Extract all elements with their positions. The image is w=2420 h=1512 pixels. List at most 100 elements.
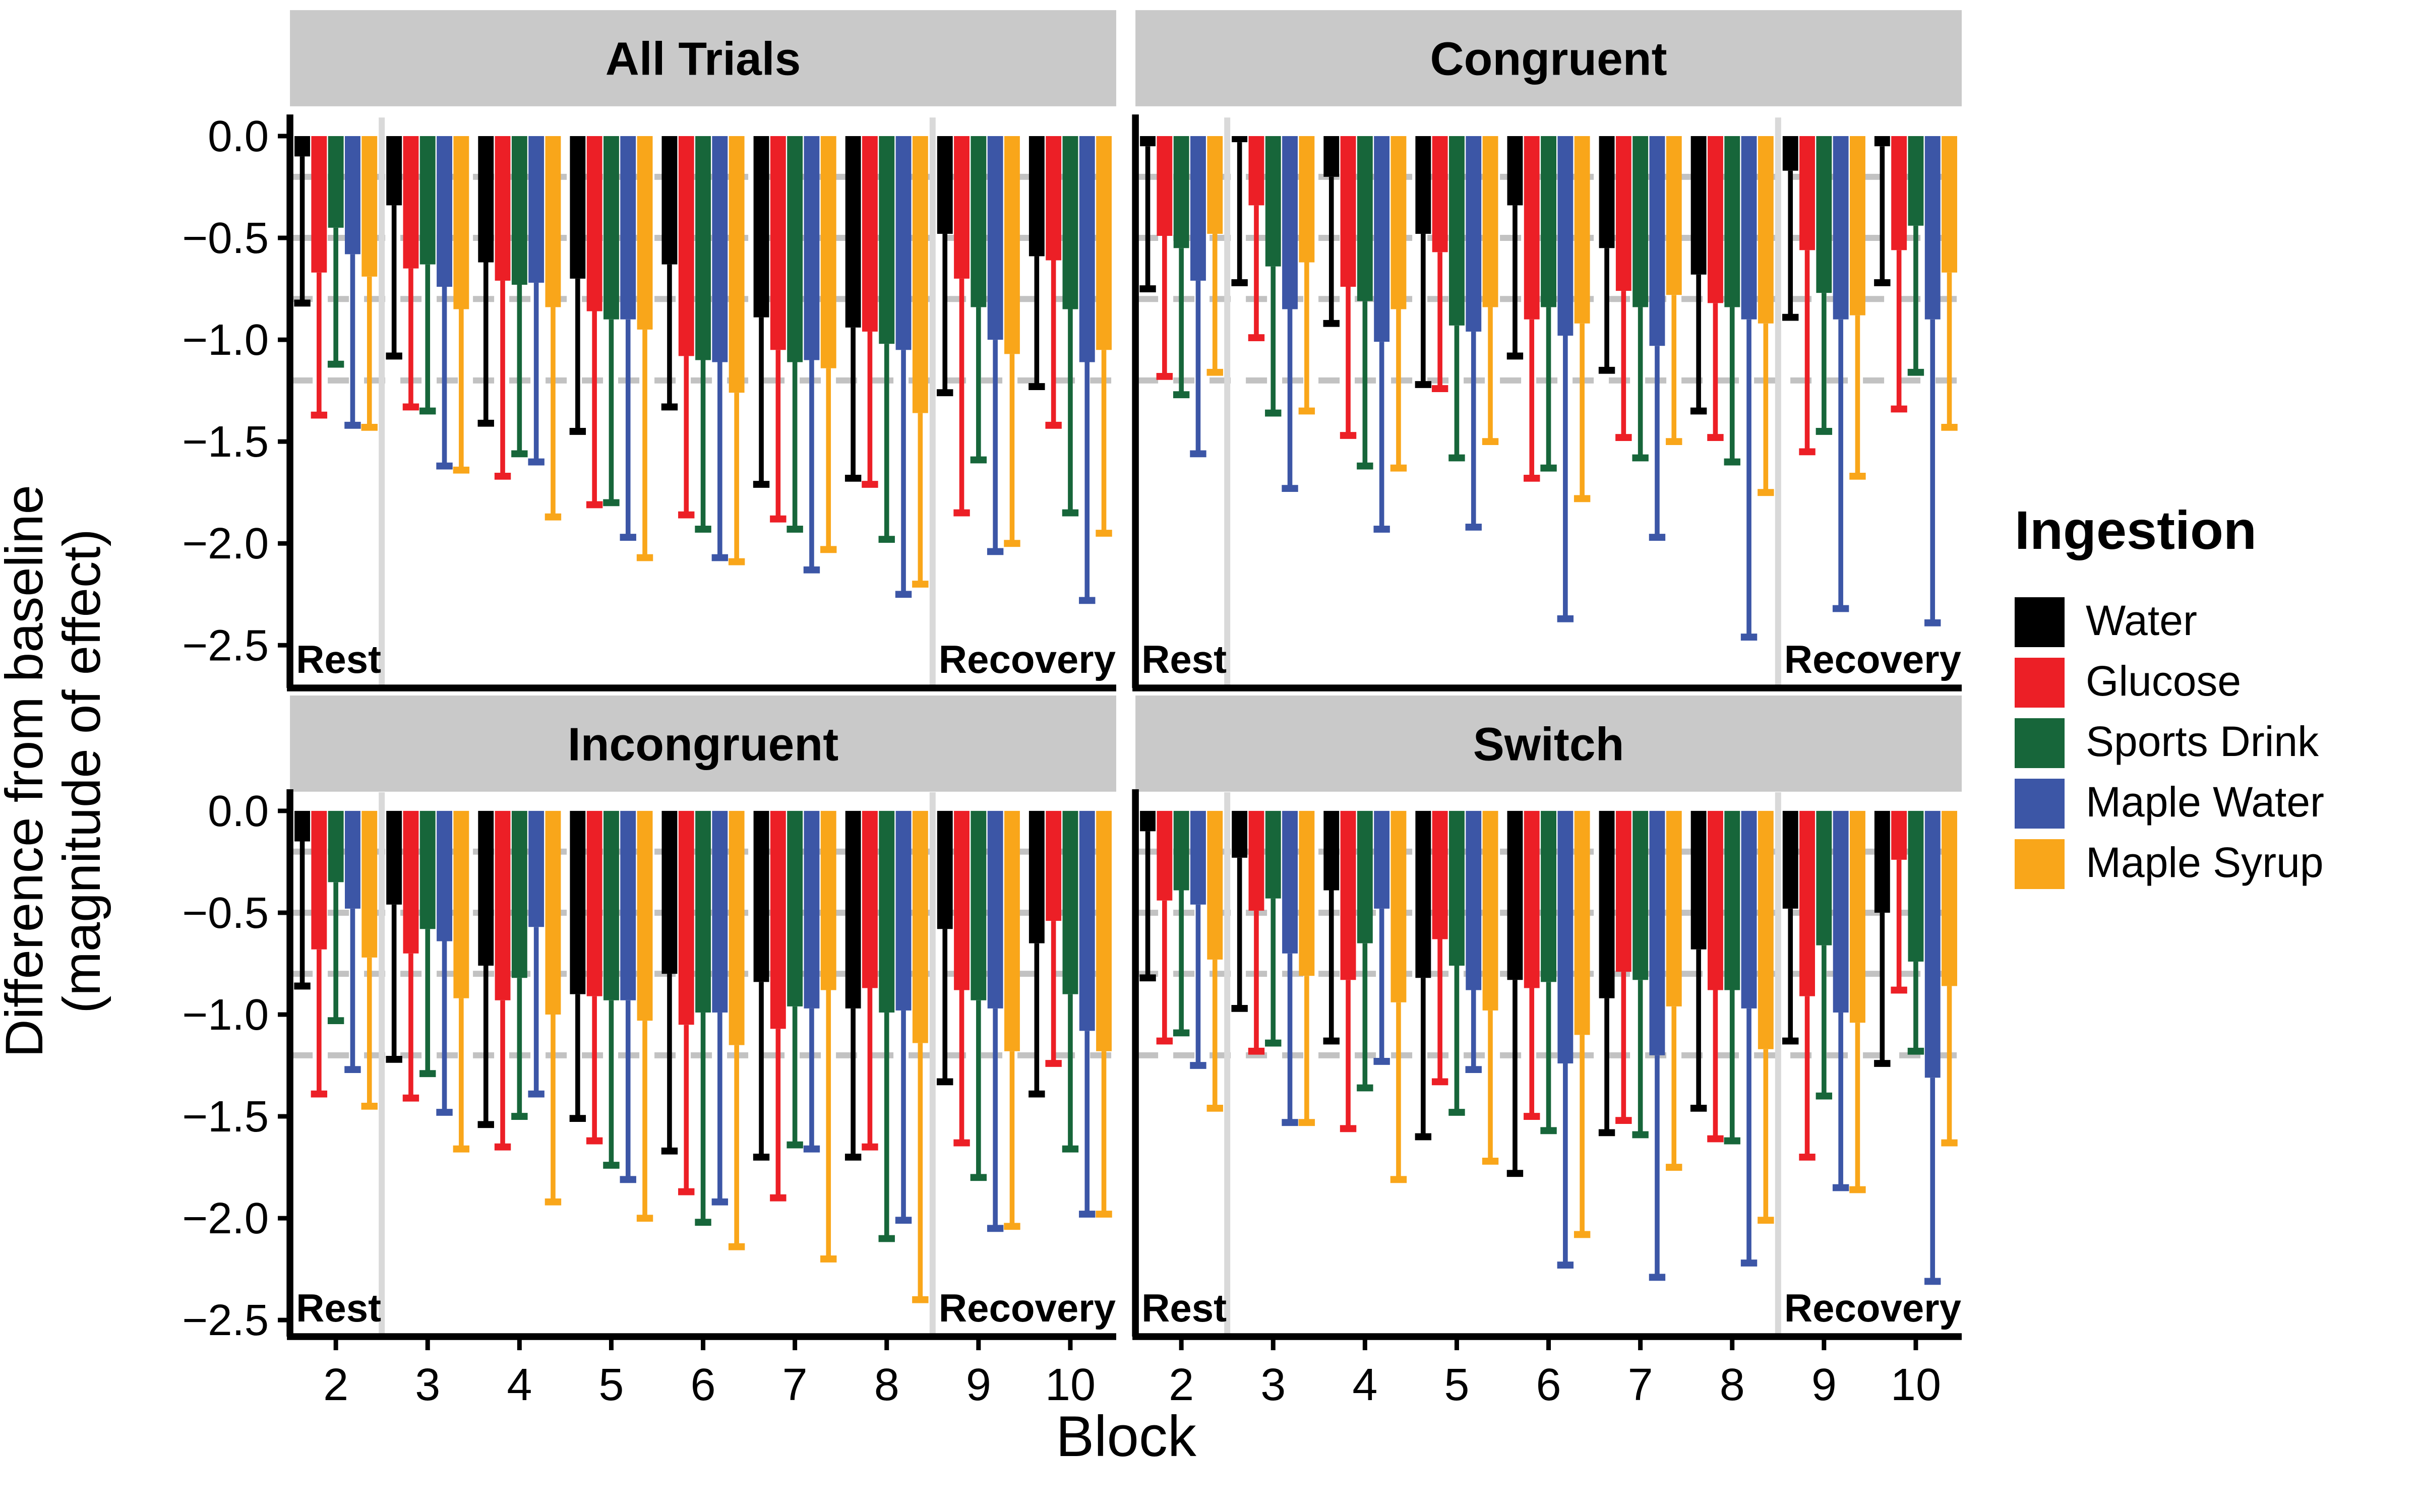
x-tick-label: 5 (1444, 1360, 1469, 1410)
bar-water-block5 (1415, 810, 1431, 978)
bar-glucose-block7 (770, 136, 786, 350)
bar-water-block9 (1782, 810, 1798, 909)
x-tick-label: 10 (1045, 1360, 1096, 1410)
bar-maple-water-block2 (345, 136, 360, 255)
bar-sports-drink-block9 (971, 810, 987, 1000)
bar-maple-syrup-block6 (729, 810, 745, 1045)
bar-water-block9 (937, 810, 953, 929)
bar-maple-syrup-block6 (1574, 810, 1590, 1035)
bar-maple-water-block3 (437, 810, 452, 941)
bar-maple-syrup-block5 (1482, 810, 1498, 1011)
recovery-annotation: Recovery (939, 1286, 1116, 1330)
x-tick-label: 3 (1260, 1360, 1286, 1410)
bar-maple-water-block2 (345, 810, 360, 909)
y-tick-label: −1.0 (182, 990, 269, 1039)
bar-maple-syrup-block3 (453, 136, 469, 309)
bar-maple-water-block3 (1282, 810, 1298, 954)
bar-sports-drink-block9 (1816, 810, 1832, 946)
bar-glucose-block6 (1524, 810, 1540, 988)
bar-water-block5 (570, 810, 586, 994)
legend-swatch-icon (2015, 838, 2065, 889)
legend-label: Maple Water (2086, 779, 2325, 826)
bar-maple-water-block2 (1190, 810, 1206, 905)
bar-water-block4 (1323, 136, 1340, 177)
bar-maple-syrup-block3 (453, 810, 469, 998)
bar-maple-water-block8 (895, 136, 912, 350)
bar-maple-water-block9 (987, 810, 1003, 1009)
bar-glucose-block9 (954, 136, 970, 279)
rest-annotation: Rest (296, 1286, 381, 1330)
panel-title-strip (1135, 10, 1962, 106)
bar-maple-syrup-block10 (1096, 136, 1112, 350)
bar-glucose-block4 (495, 136, 511, 281)
bar-maple-water-block4 (528, 136, 544, 283)
rest-annotation: Rest (1141, 637, 1227, 681)
bar-maple-syrup-block6 (1574, 136, 1590, 324)
bar-sports-drink-block5 (1449, 810, 1465, 966)
bar-water-block6 (661, 136, 678, 265)
bar-sports-drink-block7 (787, 136, 803, 362)
bar-glucose-block3 (403, 136, 419, 269)
y-tick-label: −0.5 (182, 214, 269, 263)
x-tick-label: 4 (507, 1360, 532, 1410)
bar-water-block8 (1690, 136, 1707, 275)
bar-maple-syrup-block7 (1666, 136, 1682, 295)
bar-water-block7 (753, 810, 769, 982)
bar-maple-water-block5 (620, 810, 636, 1000)
bar-sports-drink-block10 (1062, 810, 1078, 994)
bar-maple-syrup-block3 (1299, 810, 1315, 976)
bar-maple-syrup-block3 (1299, 136, 1315, 263)
bar-water-block6 (661, 810, 678, 974)
panel-title: Switch (1473, 718, 1624, 770)
bar-sports-drink-block4 (511, 810, 527, 978)
legend-item-sports-drink: Sports Drink (2015, 717, 2408, 768)
y-tick-label: −1.5 (182, 417, 269, 466)
bar-glucose-block3 (1248, 810, 1264, 911)
bar-glucose-block6 (1524, 136, 1540, 320)
bar-maple-water-block5 (620, 136, 636, 320)
bar-water-block10 (1028, 136, 1045, 257)
bar-sports-drink-block3 (1265, 136, 1281, 267)
bar-maple-syrup-block7 (820, 810, 836, 990)
bar-water-block6 (1507, 810, 1523, 980)
bar-sports-drink-block5 (603, 136, 619, 320)
x-tick-label: 4 (1352, 1360, 1377, 1410)
bar-maple-water-block2 (1190, 136, 1206, 281)
bar-sports-drink-block8 (879, 136, 895, 344)
legend-item-water: Water (2015, 596, 2408, 647)
bar-maple-syrup-block7 (1666, 810, 1682, 1006)
bar-water-block2 (294, 136, 310, 157)
bar-water-block6 (1507, 136, 1523, 206)
bar-water-block4 (1323, 810, 1340, 891)
bar-sports-drink-block6 (1541, 136, 1556, 307)
x-tick-label: 2 (323, 1360, 348, 1410)
bar-maple-water-block4 (528, 810, 544, 927)
legend-swatch-icon (2015, 717, 2065, 768)
bar-glucose-block7 (1615, 136, 1631, 291)
legend-label: Glucose (2086, 658, 2242, 705)
bar-glucose-block8 (1708, 136, 1723, 303)
bar-maple-syrup-block8 (1758, 810, 1774, 1049)
bar-sports-drink-block2 (328, 810, 344, 883)
legend-swatch-icon (2015, 778, 2065, 828)
bar-sports-drink-block3 (419, 810, 436, 929)
legend-item-maple-water: Maple Water (2015, 777, 2408, 829)
bar-glucose-block2 (311, 810, 327, 950)
panel-title: Congruent (1430, 33, 1667, 85)
bar-glucose-block2 (1157, 136, 1173, 236)
bar-sports-drink-block4 (1357, 136, 1373, 301)
legend-item-maple-syrup: Maple Syrup (2015, 838, 2408, 889)
bar-glucose-block4 (1340, 136, 1356, 287)
bar-glucose-block7 (1615, 810, 1631, 972)
panel-title: Incongruent (568, 718, 838, 770)
y-tick-label: −2.5 (182, 1296, 269, 1345)
bar-maple-syrup-block7 (820, 136, 836, 368)
recovery-annotation: Recovery (1784, 1286, 1961, 1330)
panel-title-strip (1135, 696, 1962, 792)
legend-label: Water (2086, 597, 2197, 644)
bar-glucose-block8 (1708, 810, 1723, 990)
bar-sports-drink-block3 (1265, 810, 1281, 899)
bar-maple-water-block9 (987, 136, 1003, 340)
bar-water-block8 (845, 810, 861, 1009)
